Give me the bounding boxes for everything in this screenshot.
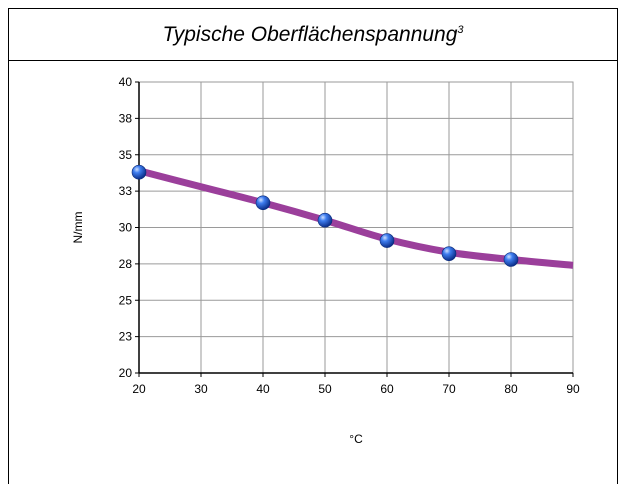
- chart-frame: Typische Oberflächenspannung3: [8, 8, 618, 484]
- x-tick-label: 40: [256, 382, 270, 396]
- data-point-marker: [503, 252, 519, 267]
- y-tick-label: 40: [119, 75, 133, 89]
- y-tick-label: 38: [119, 111, 133, 125]
- y-axis-label: N/mm: [71, 212, 85, 244]
- y-tick-label: 25: [119, 293, 133, 307]
- x-axis-label: °C: [349, 432, 363, 446]
- footnote-marker: 3: [457, 23, 464, 36]
- y-tick-label: 23: [119, 330, 133, 344]
- x-tick-label: 60: [380, 382, 394, 396]
- x-tick-label: 30: [194, 382, 208, 396]
- x-tick-label: 20: [132, 382, 146, 396]
- title-cell: Typische Oberflächenspannung3: [9, 9, 617, 61]
- y-tick-label: 28: [119, 257, 133, 271]
- axes: [135, 81, 574, 377]
- data-point-marker: [317, 212, 333, 228]
- data-point-marker: [379, 233, 395, 248]
- trend-line: [138, 167, 574, 269]
- tick-labels: 20 23 25 28 30 33 35 38 40 20 30 40 50 60 70 80 90: [119, 75, 580, 396]
- data-point-marker: [255, 195, 271, 211]
- x-tick-label: 80: [504, 382, 518, 396]
- data-points: [131, 164, 519, 267]
- x-tick-label: 50: [318, 382, 332, 396]
- y-tick-label: 30: [119, 221, 133, 235]
- y-tick-label: 35: [119, 148, 133, 162]
- data-point-marker: [131, 164, 147, 180]
- data-point-marker: [441, 246, 457, 261]
- chart-title-text: Typische Oberflächenspannung: [162, 22, 458, 46]
- y-tick-label: 20: [119, 366, 133, 380]
- series-line: [138, 167, 574, 269]
- y-tick-label: 33: [119, 184, 133, 198]
- chart-title: Typische Oberflächenspannung3: [162, 23, 463, 47]
- x-tick-label: 90: [566, 382, 580, 396]
- x-tick-label: 70: [442, 382, 456, 396]
